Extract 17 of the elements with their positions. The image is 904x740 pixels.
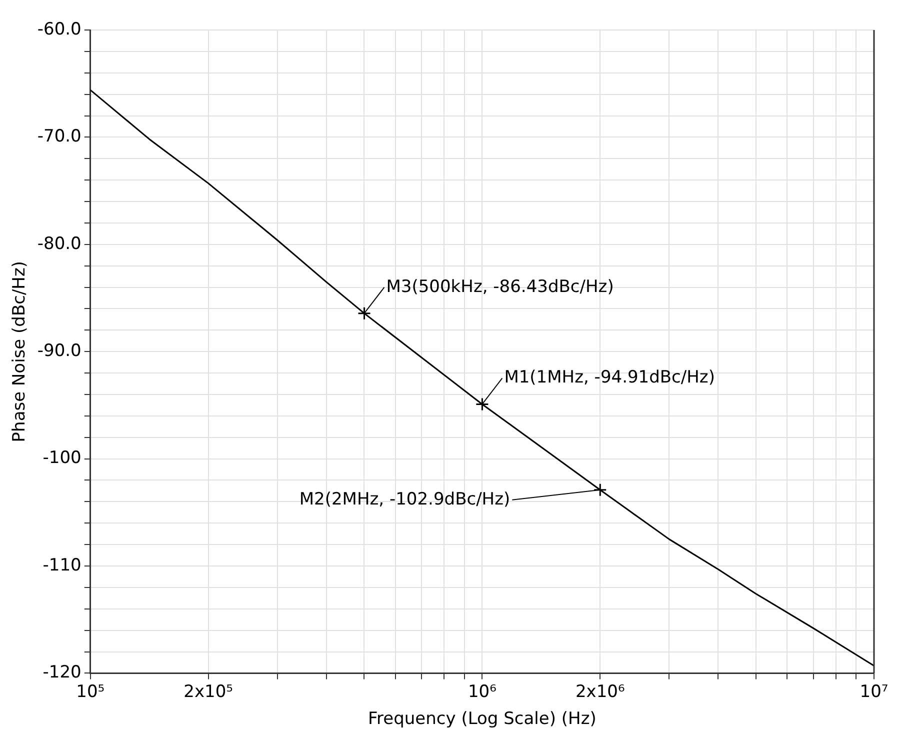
x-tick-label: 10⁷	[860, 682, 888, 702]
x-tick-label: 2x10⁵	[184, 682, 233, 702]
y-tick-label: -90.0	[37, 341, 82, 362]
y-tick-label: -120	[42, 662, 82, 683]
x-tick-label: 2x10⁶	[575, 682, 625, 702]
annotation: M2(2MHz, -102.9dBc/Hz)	[299, 489, 510, 510]
x-tick-label: 10⁶	[468, 682, 497, 702]
y-tick-label: -100	[42, 448, 82, 468]
y-tick-label: -110	[42, 555, 82, 576]
annotation: M3(500kHz, -86.43dBc/Hz)	[386, 276, 614, 297]
x-axis-title: Frequency (Log Scale) (Hz)	[368, 709, 596, 730]
y-tick-label: -80.0	[37, 234, 82, 254]
annotation: M1(1MHz, -94.91dBc/Hz)	[504, 368, 715, 388]
x-tick-label: 10⁵	[76, 682, 105, 702]
y-tick-label: -70.0	[37, 126, 82, 147]
y-axis-title: Phase Noise (dBc/Hz)	[10, 260, 30, 442]
y-tick-label: -60.0	[37, 19, 82, 40]
